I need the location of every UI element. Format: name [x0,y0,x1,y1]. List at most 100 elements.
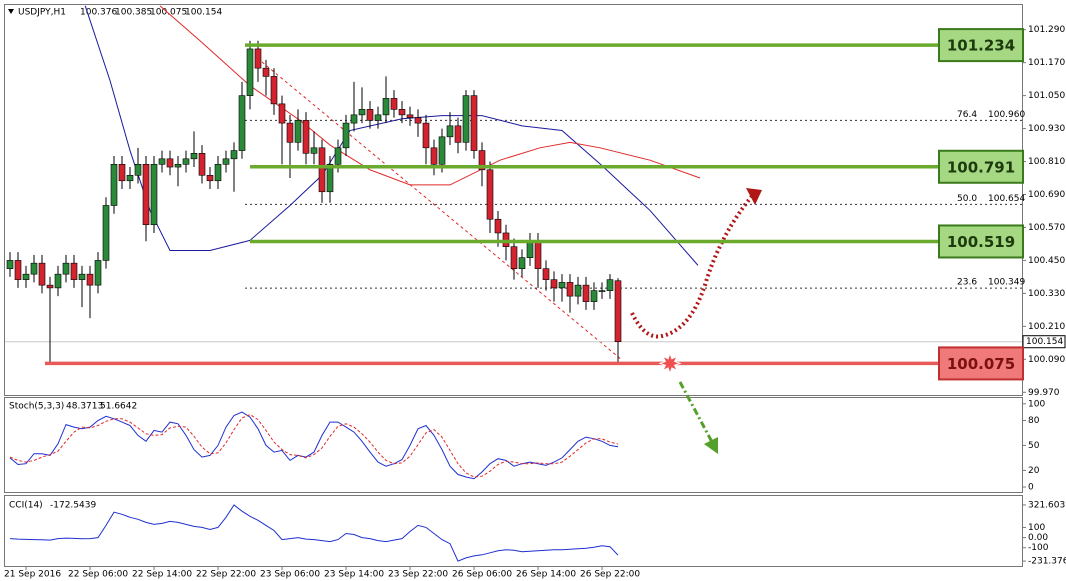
candle-body [14,260,22,280]
candle-body [454,125,462,143]
candle-body [518,257,526,269]
candle-body [222,158,230,165]
candle-body [166,158,174,168]
x-tick-label: 22 Sep 06:00 [68,570,128,580]
x-tick-label: 22 Sep 14:00 [132,570,192,580]
y-tick-label: 100.330 [1028,289,1065,299]
candle-body [430,147,438,165]
y-tick-label: 101.170 [1028,58,1065,68]
level-box [938,346,1024,381]
candle-body [542,268,550,280]
y-tick-label: 100 [1028,399,1045,409]
candle-body [438,136,446,165]
candle-body [486,169,494,220]
y-tick-label: 100.930 [1028,124,1065,134]
menu-triangle [8,9,14,14]
candle-body [78,273,86,280]
fib-price: 100.960 [988,110,1025,120]
candle-body [62,262,70,275]
candle-body [566,282,574,297]
y-tick-label: 100 [1028,523,1045,533]
level-box [938,149,1024,184]
candle-body [446,125,454,138]
candle-body [30,262,38,275]
symbol: USDJPY,H1 [18,8,66,18]
candle-body [590,290,598,302]
candle-body [574,284,582,297]
candle-body [150,163,158,226]
y-tick-label: 100.810 [1028,157,1065,167]
stoch-title: Stoch(5,3,3) [9,402,64,412]
moving-average [159,5,701,186]
candle-body [334,147,342,165]
candle-body [214,163,222,182]
y-tick-label: 100.450 [1028,256,1065,266]
candle-body [422,122,430,149]
candle-body [246,48,254,96]
cci-title: CCI(14) [9,501,43,511]
x-tick-label: 26 Sep 06:00 [452,570,512,580]
candle-body [70,262,78,280]
bullish-arrowhead [746,188,762,205]
candle-body [366,109,374,121]
candle-body [358,109,366,116]
x-tick-label: 26 Sep 14:00 [516,570,576,580]
candle-body [134,163,142,176]
stoch-k-value: 48.3713 [66,402,103,412]
last-price-tag [1022,335,1066,349]
candle-body [86,273,94,286]
fib-ratio: 50.0 [957,194,977,204]
level-label: 100.519 [947,233,1015,251]
candle-body [350,114,358,124]
candle-body [494,218,502,234]
fib-price: 100.654 [988,194,1025,204]
candle-body [318,147,326,193]
candle-body [558,282,566,289]
candle-body [206,174,214,182]
level-label: 101.234 [947,37,1015,55]
low-value: 100.075 [150,8,187,18]
cci-value: -172.5439 [50,501,96,511]
candle-body [534,240,542,269]
candle-body [126,174,134,182]
candle-body [470,95,478,151]
y-tick-label: 99.970 [1028,388,1060,398]
candle-body [22,273,30,280]
candle-body [382,98,390,116]
main-panel [4,4,1023,396]
candle-body [478,150,486,171]
candle-body [326,163,334,193]
candle-body [374,114,382,121]
level-label: 100.791 [947,158,1015,176]
candle-body [294,120,302,143]
header: USDJPY,H1 100.376 100.385 100.075 100.15… [18,8,222,18]
candle-body [198,153,206,176]
candle-body [262,67,270,77]
fib-ratio: 23.6 [957,278,977,288]
candle-body [254,48,262,69]
open-value: 100.376 [80,8,117,18]
candle-body [510,246,518,269]
y-tick-label: 101.290 [1028,25,1065,35]
x-tick-label: 23 Sep 14:00 [324,570,384,580]
indicator-line [9,414,619,478]
x-tick-label: 26 Sep 22:00 [580,570,640,580]
candle-body [46,284,54,289]
x-tick-label: 22 Sep 22:00 [196,570,256,580]
x-tick-label: 21 Sep 2016 [4,570,61,580]
stoch-header: Stoch(5,3,3) 48.3713 51.6642 [9,402,137,412]
level-box [938,224,1024,259]
y-tick-label: 100.690 [1028,190,1065,200]
cci-panel [4,495,1023,567]
candle-body [118,163,126,182]
cci-header: CCI(14) -172.5439 [9,501,96,511]
candle-body [102,205,110,261]
x-tick-label: 23 Sep 06:00 [260,570,320,580]
burst-icon [658,351,682,375]
candle-body [550,279,558,289]
candle-body [238,95,246,151]
indicator-line [9,504,619,562]
candle-body [398,109,406,116]
